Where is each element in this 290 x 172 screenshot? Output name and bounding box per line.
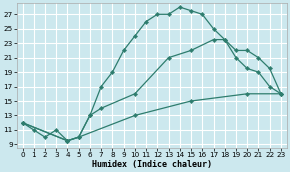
X-axis label: Humidex (Indice chaleur): Humidex (Indice chaleur)	[92, 159, 212, 169]
